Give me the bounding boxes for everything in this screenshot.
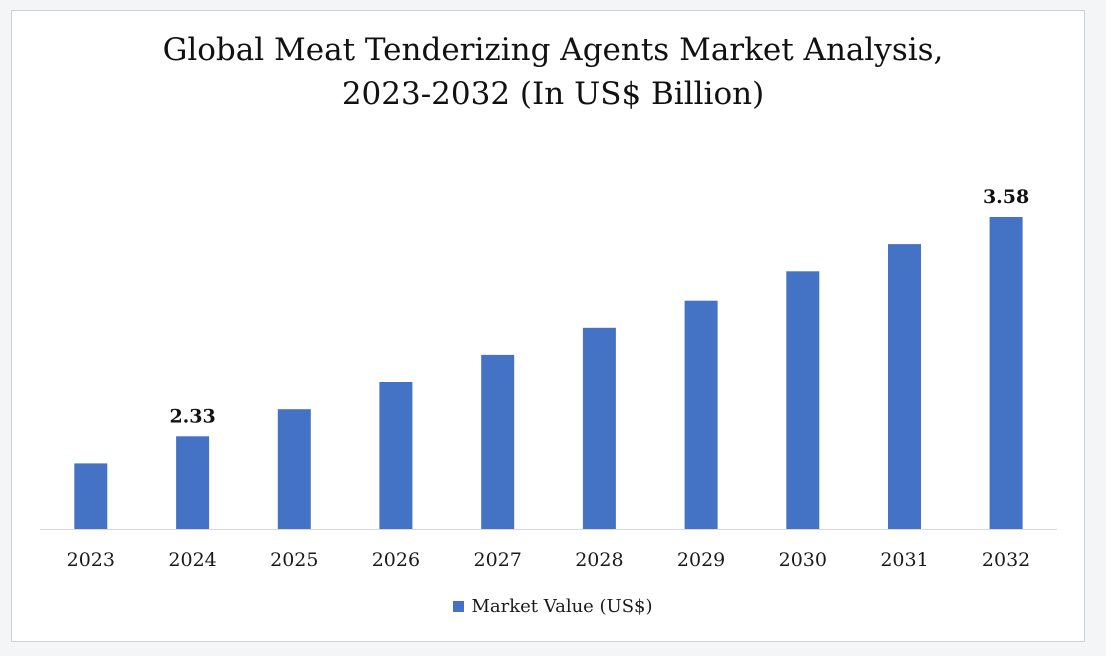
bar-2023: [74, 463, 108, 529]
x-tick-label-2024: 2024: [168, 549, 216, 571]
x-tick-label-2031: 2031: [880, 549, 928, 571]
data-label-2032: 3.58: [983, 186, 1029, 208]
chart-title-line-2: 2023-2032 (In US$ Billion): [341, 76, 765, 112]
chart-legend: Market Value (US$): [0, 596, 1106, 617]
x-tick-label-2027: 2027: [474, 549, 522, 571]
chart-title: Global Meat Tenderizing Agents Market An…: [0, 28, 1106, 116]
bar-2028: [582, 327, 616, 529]
bar-2027: [481, 354, 515, 529]
chart-title-line-1: Global Meat Tenderizing Agents Market An…: [162, 32, 944, 68]
bar-2025: [277, 409, 311, 529]
x-tick-label-2028: 2028: [575, 549, 623, 571]
x-tick-label-2029: 2029: [677, 549, 725, 571]
x-tick-label-2026: 2026: [372, 549, 420, 571]
x-tick-label-2032: 2032: [982, 549, 1030, 571]
bar-2029: [684, 300, 718, 529]
bar-2032: [989, 217, 1023, 529]
x-tick-label-2030: 2030: [779, 549, 827, 571]
bar-2026: [379, 382, 413, 529]
x-tick-label-2025: 2025: [270, 549, 318, 571]
bar-2030: [786, 271, 820, 529]
x-tick-label-2023: 2023: [67, 549, 115, 571]
legend-swatch-market-value: [453, 601, 465, 612]
bar-2024: [176, 436, 210, 529]
data-label-2024: 2.33: [169, 405, 215, 427]
bar-2031: [888, 244, 921, 529]
legend-label-market-value: Market Value (US$): [471, 596, 653, 617]
